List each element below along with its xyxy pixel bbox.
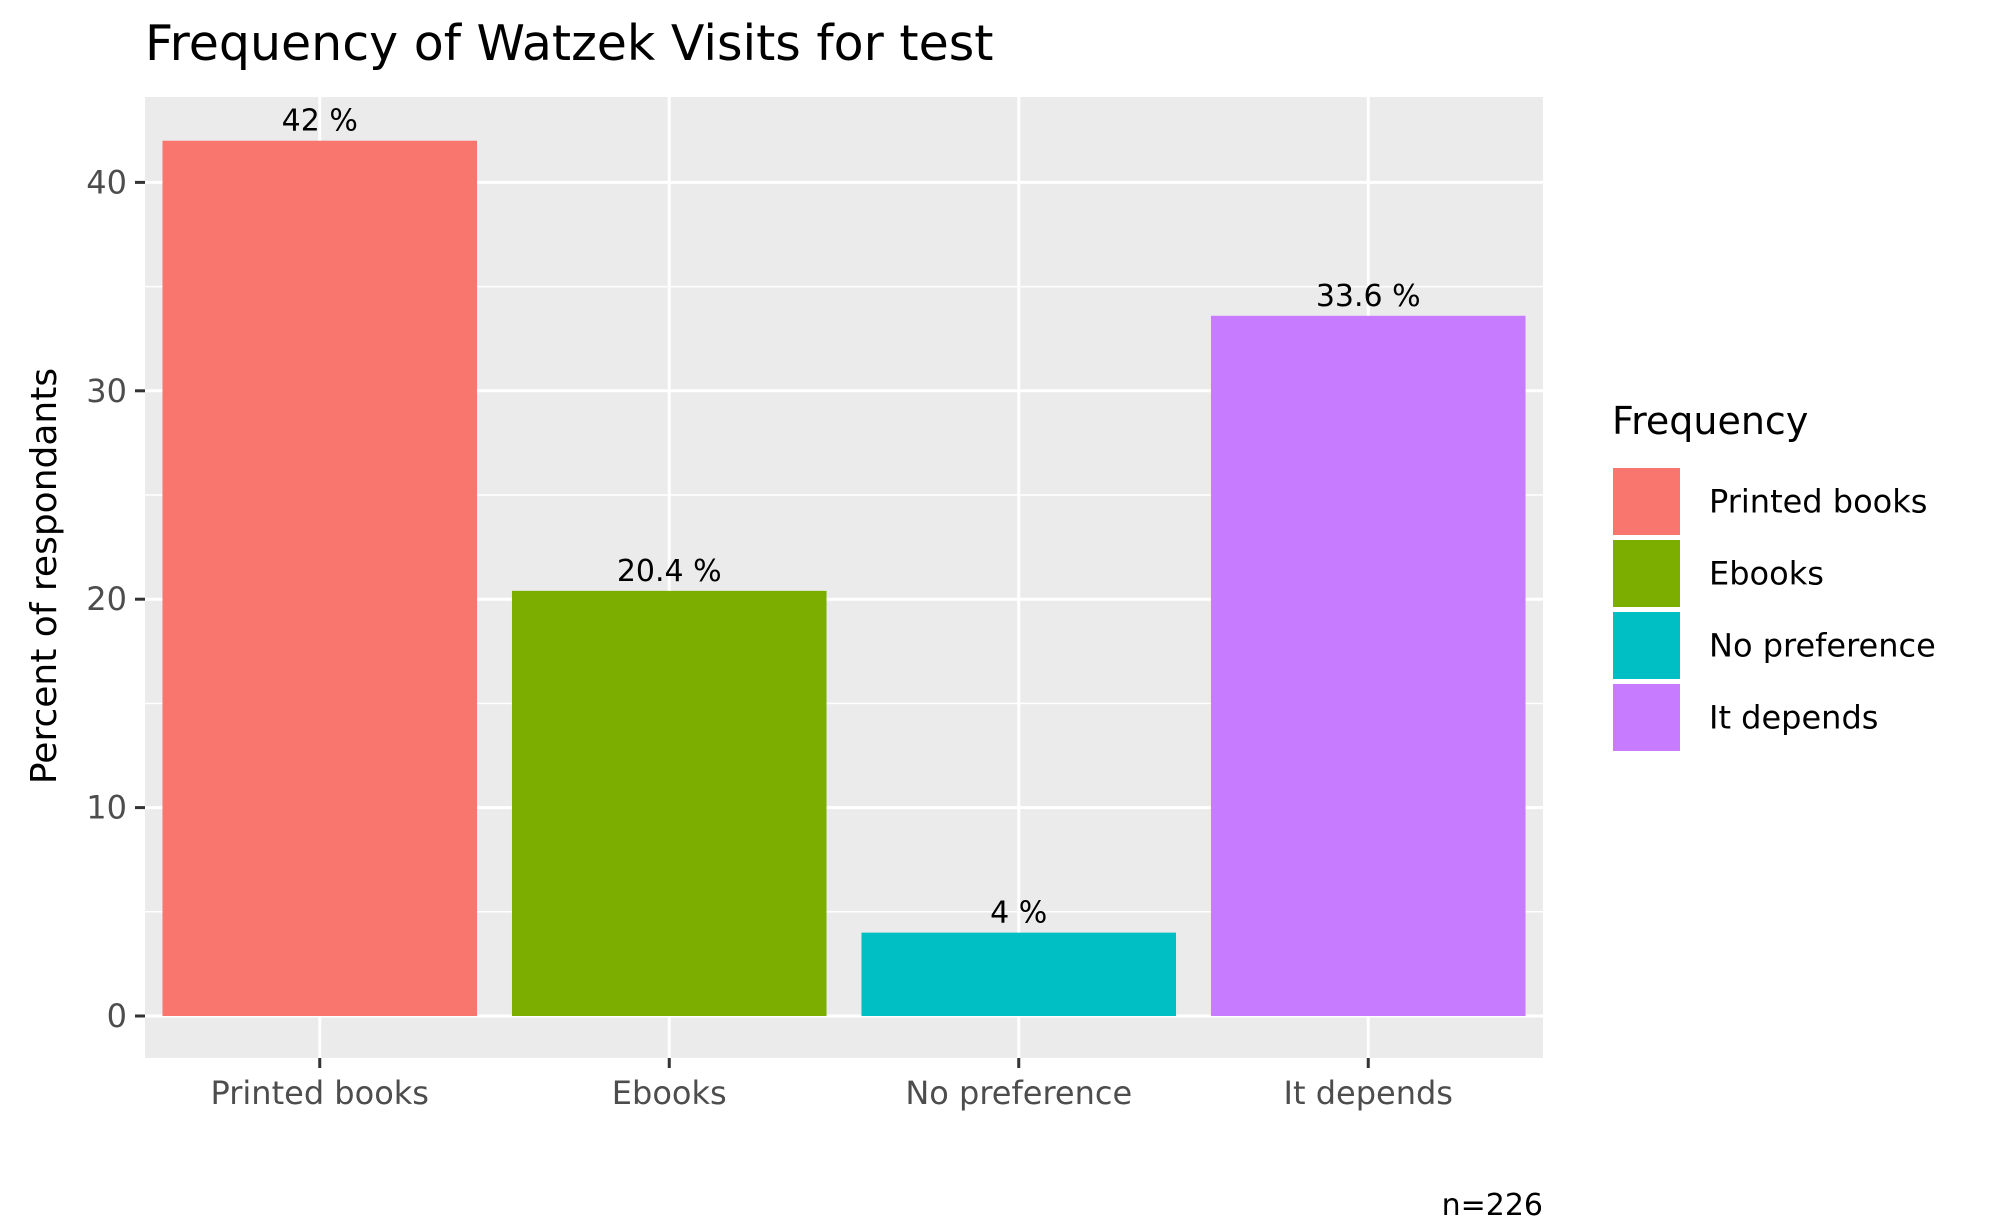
y-tick-label: 10 [86, 789, 127, 827]
y-tick-label: 40 [86, 163, 127, 201]
legend-label: Printed books [1709, 483, 1927, 521]
data-label: 20.4 % [617, 554, 722, 589]
legend-key [1611, 538, 1682, 609]
legend-label: No preference [1709, 627, 1936, 665]
legend-key [1611, 682, 1682, 753]
data-label: 42 % [282, 104, 358, 139]
legend-key [1611, 466, 1682, 537]
y-tick-label: 0 [107, 997, 127, 1035]
y-axis: 0 10 20 30 40 [86, 163, 145, 1035]
legend-label: It depends [1709, 699, 1878, 737]
chart-title: Frequency of Watzek Visits for test [145, 15, 993, 72]
y-tick-label: 30 [86, 372, 127, 410]
x-tick-label: Printed books [211, 1074, 429, 1112]
legend: Frequency Printed books Ebooks No preferen… [1611, 399, 1936, 753]
y-axis-title: Percent of respondants [24, 368, 65, 784]
bar [861, 932, 1177, 1016]
bars [162, 140, 1526, 1017]
data-label: 4 % [990, 896, 1047, 931]
legend-title: Frequency [1612, 399, 1808, 443]
data-labels: 42 % 20.4 % 4 % 33.6 % [282, 104, 1421, 931]
bar [1210, 315, 1526, 1016]
bar [511, 590, 827, 1016]
x-tick-label: No preference [905, 1074, 1132, 1112]
legend-label: Ebooks [1709, 555, 1824, 593]
x-tick-label: Ebooks [612, 1074, 727, 1112]
data-label: 33.6 % [1316, 279, 1421, 314]
x-axis: Printed books Ebooks No preference It depen… [211, 1058, 1453, 1112]
x-tick-label: It depends [1284, 1074, 1453, 1112]
y-tick-label: 20 [86, 580, 127, 618]
bar [162, 140, 478, 1017]
sample-size-caption: n=226 [1442, 1188, 1543, 1223]
legend-key [1611, 610, 1682, 681]
